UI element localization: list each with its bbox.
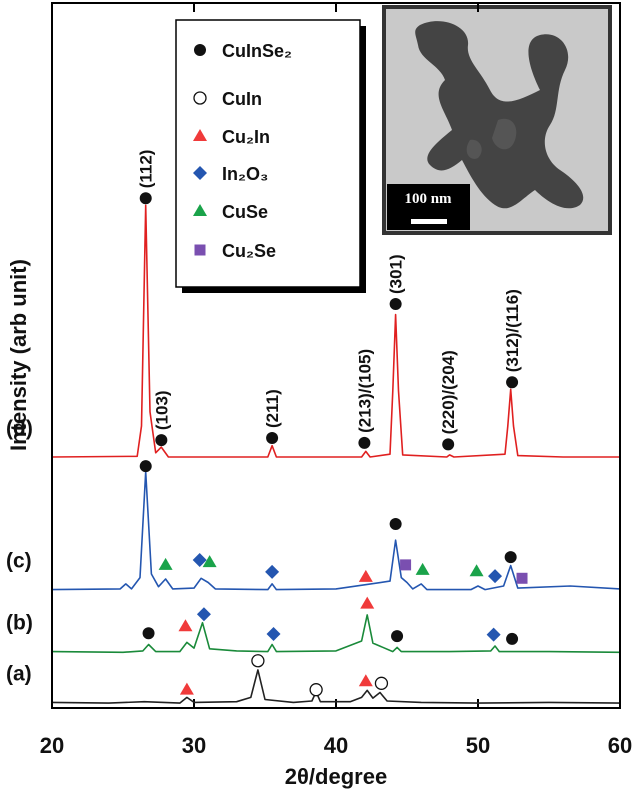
xrd-trace <box>51 669 621 704</box>
marker <box>202 555 217 568</box>
legend-label: CuIn <box>222 89 262 109</box>
marker <box>442 438 455 451</box>
x-tick-label: 40 <box>324 733 348 758</box>
marker <box>266 431 279 444</box>
peak-label: (220)/(204) <box>439 350 458 434</box>
marker <box>358 569 373 582</box>
x-tick-label: 60 <box>608 733 632 758</box>
legend-label: CuSe <box>222 202 268 222</box>
plot-frame <box>51 2 621 709</box>
inset-image: 100 nm <box>382 5 612 235</box>
trace-label: (c) <box>6 550 32 573</box>
xrd-trace <box>51 204 620 458</box>
marker <box>400 559 412 571</box>
marker <box>360 596 375 609</box>
legend-marker <box>194 44 206 56</box>
peak-label: (213)/(105) <box>355 349 374 433</box>
marker <box>139 460 152 473</box>
marker <box>389 517 402 530</box>
marker <box>139 192 152 205</box>
legend-label: Cu₂Se <box>222 241 276 261</box>
scale-label: 100 nm <box>404 191 452 207</box>
xrd-trace <box>51 471 621 591</box>
inset-particle-detail <box>466 118 517 159</box>
legend-label: CuInSe₂ <box>222 41 292 61</box>
legend-marker <box>193 204 207 216</box>
marker <box>155 434 168 447</box>
marker <box>391 630 404 643</box>
marker <box>178 619 193 632</box>
marker <box>251 654 265 668</box>
marker <box>516 572 528 584</box>
x-tick-label: 20 <box>40 733 64 758</box>
marker <box>192 552 207 567</box>
marker <box>309 683 323 697</box>
y-axis-label: Intensity (arb unit) <box>6 259 31 451</box>
marker <box>486 627 501 642</box>
marker <box>506 632 519 645</box>
peak-label: (103) <box>152 390 171 430</box>
xrd-trace <box>51 614 621 654</box>
marker <box>358 674 373 687</box>
trace-label: (d) <box>6 417 33 440</box>
peak-label: (301) <box>387 254 406 294</box>
x-axis-label: 2θ/degree <box>285 764 387 789</box>
legend-marker <box>193 166 207 180</box>
peak-label: (211) <box>263 389 282 428</box>
marker <box>488 569 503 584</box>
marker <box>374 676 389 690</box>
marker <box>158 557 173 570</box>
peak-label: (112) <box>137 150 156 189</box>
x-tick-label: 50 <box>466 733 490 758</box>
marker <box>179 682 194 695</box>
legend-box <box>175 19 361 288</box>
trace-label: (b) <box>6 612 33 635</box>
marker <box>469 564 484 577</box>
marker <box>506 376 519 389</box>
marker <box>265 564 280 579</box>
legend-label: In₂O₃ <box>222 164 268 184</box>
marker <box>142 627 155 640</box>
legend-marker <box>194 244 206 256</box>
marker <box>504 551 517 564</box>
inset-particle <box>415 21 584 209</box>
marker <box>358 436 371 449</box>
marker <box>415 562 430 575</box>
x-tick-label: 30 <box>182 733 206 758</box>
marker <box>266 626 281 641</box>
legend-marker <box>193 129 207 141</box>
scale-bar <box>411 219 447 224</box>
marker <box>196 607 211 622</box>
legend-marker <box>193 91 207 105</box>
legend-label: Cu₂In <box>222 127 270 147</box>
trace-label: (a) <box>6 662 32 685</box>
marker <box>389 298 402 311</box>
peak-label: (312)/(116) <box>503 289 522 372</box>
